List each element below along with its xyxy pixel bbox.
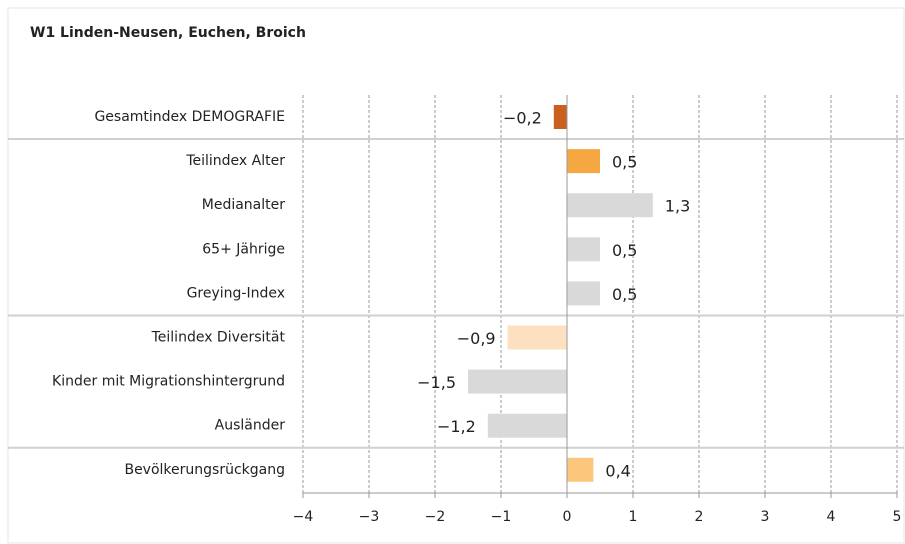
category-label: Greying-Index [187, 285, 285, 301]
x-tick-label: −4 [293, 509, 314, 525]
category-label: Teilindex Diversität [151, 330, 286, 346]
category-label: Ausländer [215, 418, 286, 434]
category-label: 65+ Jährige [202, 241, 285, 257]
x-tick-label: 4 [827, 509, 836, 525]
value-label: −0,9 [457, 329, 496, 348]
value-label: 0,4 [605, 461, 630, 480]
x-tick-label: 1 [629, 509, 638, 525]
value-label: 0,5 [612, 241, 637, 260]
bar [487, 413, 567, 438]
x-tick-label: 5 [893, 509, 902, 525]
bar [567, 281, 600, 306]
x-tick-label: −3 [359, 509, 380, 525]
x-tick-label: −2 [425, 509, 446, 525]
category-label: Medianalter [202, 197, 285, 213]
x-tick-label: −1 [491, 509, 512, 525]
value-label: −1,2 [437, 417, 476, 436]
category-label: Gesamtindex DEMOGRAFIE [94, 109, 285, 125]
value-label: 1,3 [665, 197, 690, 216]
bar [507, 325, 567, 350]
value-label: −1,5 [417, 373, 456, 392]
bar [567, 149, 600, 174]
bar [567, 237, 600, 262]
chart-title: W1 Linden-Neusen, Euchen, Broich [30, 25, 306, 41]
chart-frame [7, 7, 905, 544]
bar [553, 105, 567, 129]
value-label: 0,5 [612, 285, 637, 304]
x-tick-label: 2 [695, 509, 704, 525]
category-label: Bevölkerungsrückgang [124, 462, 285, 478]
category-label: Teilindex Alter [185, 153, 285, 169]
bar [567, 457, 594, 482]
value-label: 0,5 [612, 153, 637, 172]
value-label: −0,2 [503, 109, 542, 128]
category-label: Kinder mit Migrationshintergrund [52, 374, 285, 390]
bar [567, 193, 653, 218]
bar [468, 369, 567, 394]
x-tick-label: 3 [761, 509, 770, 525]
x-tick-label: 0 [563, 509, 572, 525]
